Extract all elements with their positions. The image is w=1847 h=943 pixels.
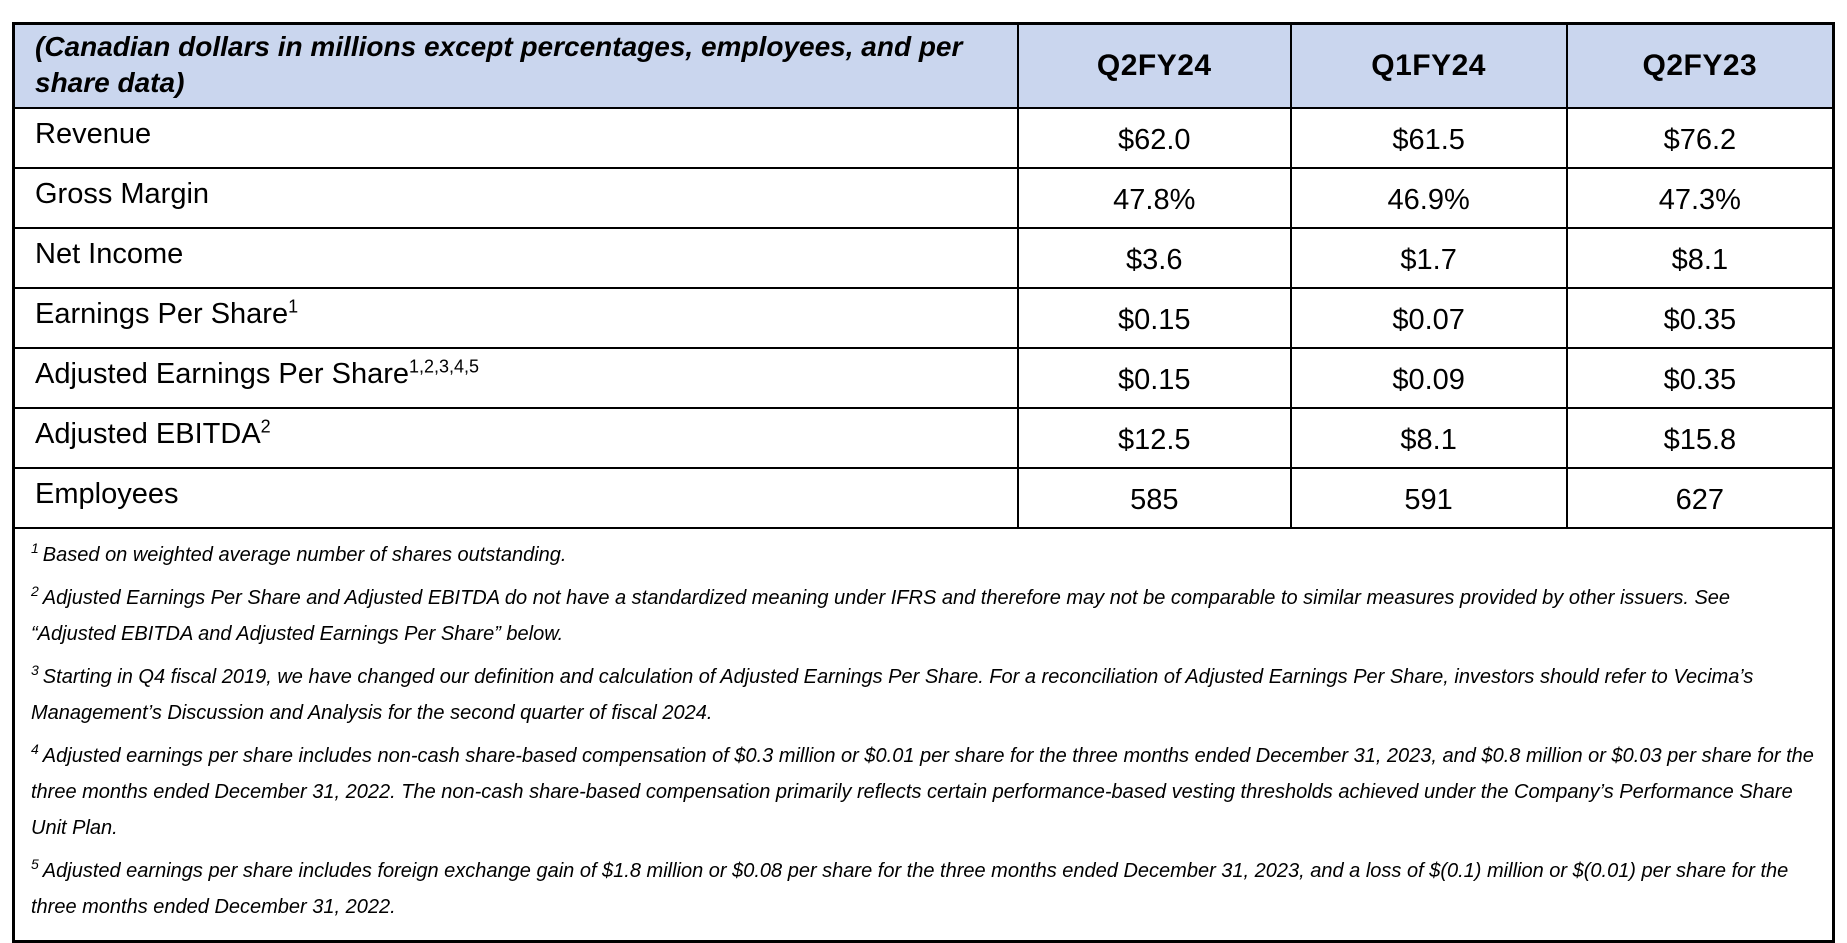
footnote-number: 2 [31, 583, 39, 599]
row-label: Gross Margin [15, 167, 1019, 229]
footnote-number: 4 [31, 741, 39, 757]
value-cell: $0.15 [1017, 347, 1292, 409]
table-row: Employees 585 591 627 [15, 467, 1832, 529]
column-header-q2fy23: Q2FY23 [1566, 25, 1832, 109]
footnote-2: 2 Adjusted Earnings Per Share and Adjuste… [31, 583, 1731, 645]
value-cell: $3.6 [1017, 227, 1292, 289]
value-cell: $8.1 [1290, 407, 1568, 469]
row-label: Adjusted Earnings Per Share1,2,3,4,5 [15, 347, 1019, 409]
value-cell: 47.8% [1017, 167, 1292, 229]
footnote-number: 3 [31, 662, 39, 678]
table-row: Revenue $62.0 $61.5 $76.2 [15, 107, 1832, 169]
row-label: Employees [15, 467, 1019, 529]
value-cell: 47.3% [1566, 167, 1832, 229]
table-row: Gross Margin 47.8% 46.9% 47.3% [15, 167, 1832, 229]
value-cell: $0.35 [1566, 287, 1832, 349]
value-cell: 627 [1566, 467, 1832, 529]
value-cell: $12.5 [1017, 407, 1292, 469]
value-cell: $0.09 [1290, 347, 1568, 409]
value-cell: $15.8 [1566, 407, 1832, 469]
value-cell: $76.2 [1566, 107, 1832, 169]
row-label: Adjusted EBITDA2 [15, 407, 1019, 469]
footnote-marker: 2 [260, 416, 271, 436]
table-row: Adjusted Earnings Per Share1,2,3,4,5 $0.1… [15, 347, 1832, 409]
value-cell: 46.9% [1290, 167, 1568, 229]
value-cell: $1.7 [1290, 227, 1568, 289]
value-cell: $0.35 [1566, 347, 1832, 409]
footnote-4: 4 Adjusted earnings per share includes no… [31, 741, 1814, 839]
column-header-q2fy24: Q2FY24 [1017, 25, 1292, 109]
row-label: Earnings Per Share1 [15, 287, 1019, 349]
value-cell: $61.5 [1290, 107, 1568, 169]
column-header-q1fy24: Q1FY24 [1290, 25, 1568, 109]
row-label: Revenue [15, 107, 1019, 169]
footnote-marker: 1,2,3,4,5 [409, 356, 480, 376]
footnote-number: 5 [31, 856, 39, 872]
value-cell: 585 [1017, 467, 1292, 529]
value-cell: $8.1 [1566, 227, 1832, 289]
financial-summary-table: (Canadian dollars in millions except per… [12, 22, 1835, 943]
footnote-3: 3 Starting in Q4 fiscal 2019, we have cha… [31, 662, 1754, 724]
footnotes-section: 1 Based on weighted average number of sha… [15, 529, 1832, 940]
row-label: Net Income [15, 227, 1019, 289]
table-row: Earnings Per Share1 $0.15 $0.07 $0.35 [15, 287, 1832, 349]
table-header-row: (Canadian dollars in millions except per… [15, 25, 1832, 109]
table-row: Adjusted EBITDA2 $12.5 $8.1 $15.8 [15, 407, 1832, 469]
table-title-cell: (Canadian dollars in millions except per… [15, 25, 1019, 109]
table-row: Net Income $3.6 $1.7 $8.1 [15, 227, 1832, 289]
footnote-number: 1 [31, 540, 39, 556]
value-cell: $0.15 [1017, 287, 1292, 349]
value-cell: 591 [1290, 467, 1568, 529]
footnote-marker: 1 [288, 296, 299, 316]
footnote-1: 1 Based on weighted average number of sha… [31, 540, 567, 566]
value-cell: $62.0 [1017, 107, 1292, 169]
quarterly-results-table: (Canadian dollars in millions except per… [15, 25, 1832, 529]
footnote-5: 5 Adjusted earnings per share includes fo… [31, 856, 1789, 918]
value-cell: $0.07 [1290, 287, 1568, 349]
